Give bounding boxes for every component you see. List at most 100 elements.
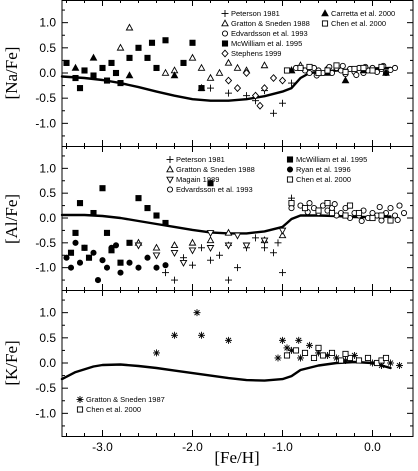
- data-point: [315, 207, 322, 214]
- data-point: [171, 331, 178, 339]
- data-point: [170, 241, 179, 249]
- data-point: [72, 229, 79, 236]
- legend-marker: [286, 176, 294, 183]
- data-point: [207, 84, 214, 92]
- data-point: [206, 230, 215, 238]
- data-point: [225, 89, 232, 97]
- data-point: [358, 217, 365, 225]
- data-point: [135, 264, 142, 271]
- data-point: [152, 243, 161, 251]
- data-point: [171, 276, 178, 284]
- data-point: [99, 257, 106, 264]
- data-point: [135, 195, 142, 202]
- data-point: [153, 264, 160, 271]
- data-point: [274, 239, 282, 247]
- data-point: [252, 234, 259, 242]
- data-point: [391, 64, 399, 72]
- data-point: [355, 209, 363, 217]
- data-point: [233, 63, 242, 71]
- data-point: [288, 79, 295, 87]
- data-point: [161, 68, 170, 76]
- x-tick-label: 0.0: [364, 440, 381, 454]
- data-point: [99, 185, 106, 192]
- series-gratton-sneden-1987: [153, 309, 403, 370]
- legend-label: Chen et al. 2000: [86, 405, 141, 414]
- data-point: [189, 261, 196, 269]
- data-point: [134, 242, 143, 250]
- data-point: [162, 262, 169, 269]
- data-point: [337, 357, 345, 364]
- data-point: [274, 354, 282, 362]
- data-point: [387, 359, 394, 367]
- series-chen-et-al-2000: [288, 200, 394, 224]
- data-point: [328, 209, 336, 217]
- data-point: [216, 251, 223, 259]
- legend-label: Ryan et al. 1996: [296, 165, 351, 174]
- legend-label: Magain 1989: [176, 175, 219, 184]
- data-point: [387, 205, 394, 212]
- data-point: [256, 101, 264, 110]
- legend-marker: [166, 176, 174, 184]
- data-point: [369, 67, 376, 74]
- data-point: [306, 200, 313, 207]
- data-point: [188, 238, 197, 246]
- data-point: [117, 269, 124, 276]
- legend-label: Peterson 1981: [176, 155, 225, 164]
- data-point: [225, 276, 232, 284]
- y-tick-label: 0.0: [39, 211, 56, 225]
- data-point: [112, 242, 120, 249]
- y-tick-label: 1.0: [39, 16, 56, 30]
- data-point: [279, 99, 286, 107]
- data-point: [162, 219, 169, 227]
- x-tick-label: -2.0: [182, 440, 203, 454]
- data-point: [112, 69, 120, 77]
- data-point: [346, 202, 354, 209]
- data-point: [306, 69, 313, 77]
- y-tick-label: 0.5: [39, 41, 56, 55]
- data-point: [378, 63, 385, 71]
- data-point: [369, 214, 376, 222]
- legend: Peterson 1981 McWilliam et al. 1995 Gratto…: [166, 155, 367, 194]
- data-point: [180, 59, 187, 66]
- data-point: [292, 347, 300, 354]
- series-mcwilliam-et-al-1995: [63, 37, 205, 92]
- panel-na-fe: 1.0 0.5 0.0 -0.5 -1.0 Peterson 1981 Carretta e…: [35, 0, 414, 147]
- data-point: [144, 205, 151, 212]
- legend-label: Stephens 1999: [231, 49, 281, 58]
- data-point: [67, 249, 75, 256]
- y-tick-label: 0.5: [39, 331, 56, 345]
- data-point: [339, 62, 346, 70]
- data-point: [306, 341, 313, 349]
- data-point: [279, 336, 286, 344]
- panel-k-fe: 1.0 0.5 0.0 -0.5 -1.0 Gratton & Sneden 1987Ch…: [35, 290, 414, 437]
- series-chen-et-al-2000: [283, 344, 390, 367]
- x-axis-label: [Fe/H]: [214, 448, 259, 467]
- model-curve: [60, 360, 392, 382]
- data-point: [108, 59, 115, 66]
- data-point: [103, 264, 111, 271]
- data-point: [301, 349, 309, 356]
- data-point: [301, 205, 309, 212]
- series-chen-et-al-2000: [283, 62, 385, 77]
- data-point: [224, 242, 233, 250]
- data-point: [331, 201, 338, 208]
- data-point: [278, 231, 287, 239]
- data-point: [319, 352, 327, 359]
- data-point: [342, 68, 349, 76]
- data-point: [341, 76, 350, 84]
- data-point: [242, 69, 251, 77]
- data-point: [346, 354, 354, 362]
- legend-label: Gratton & Sneden 1987: [86, 395, 165, 404]
- data-point: [63, 59, 70, 66]
- legend-marker: [321, 20, 329, 27]
- data-point: [278, 76, 287, 85]
- data-point: [288, 205, 295, 212]
- data-point: [243, 92, 250, 100]
- data-point: [198, 331, 205, 339]
- data-point: [126, 54, 133, 61]
- legend-label: Edvardsson et al. 1993: [176, 185, 253, 194]
- data-point: [224, 76, 233, 85]
- data-point: [342, 212, 349, 219]
